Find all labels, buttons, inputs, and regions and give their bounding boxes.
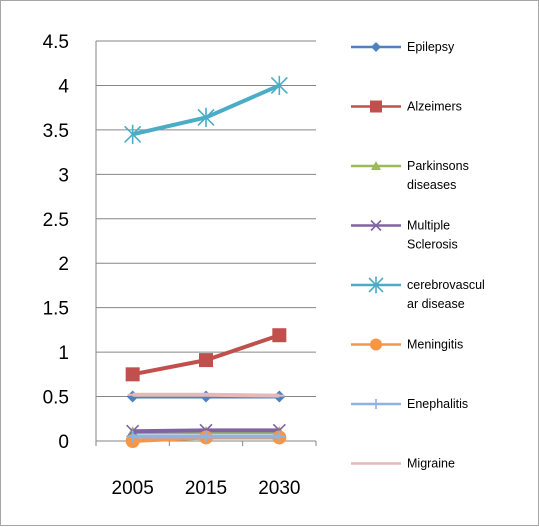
y-axis: 0 0.5 1 1.5 2 2.5 3 3.5 4 4.5 [43, 32, 97, 453]
marker-x [370, 219, 382, 232]
y-tick-label: 4 [58, 76, 69, 97]
marker-circle [370, 338, 382, 351]
marker-plus [371, 399, 381, 409]
y-tick-label: 2.5 [43, 210, 69, 231]
series-migraine [127, 392, 285, 398]
legend-label: Epilepsy [407, 40, 455, 54]
legend-item: Enephalitis [351, 397, 468, 411]
legend-label: Sclerosis [407, 238, 458, 252]
legend-item: Parkinsons diseases [351, 159, 469, 192]
x-tick-label: 2005 [112, 478, 154, 499]
legend-label: Multiple [407, 219, 450, 233]
series-alzeimers [125, 328, 287, 382]
marker-square [272, 328, 287, 343]
marker-star [124, 124, 142, 144]
marker-triangle [371, 161, 381, 170]
legend-item: Multiple Sclerosis [351, 219, 458, 252]
legend-label: Alzeimers [407, 100, 462, 114]
y-tick-label: 0 [58, 432, 69, 453]
marker-x-stroke [370, 219, 382, 232]
legend-label: Migraine [407, 457, 455, 471]
gridlines [96, 40, 316, 398]
marker-plus [126, 430, 139, 443]
legend-item: Epilepsy [351, 40, 455, 54]
legend-item: Migraine [351, 457, 455, 471]
legend-label: Enephalitis [407, 397, 468, 411]
legend-label: Meningitis [407, 338, 463, 352]
marker-square [370, 100, 382, 113]
legend-label: cerebrovascul [407, 278, 485, 292]
marker-star [368, 276, 384, 294]
x-tick-label: 2015 [185, 478, 227, 499]
marker-star [197, 107, 215, 128]
legend-label: Parkinsons [407, 159, 469, 173]
marker-square [199, 353, 213, 368]
plot-series [124, 75, 288, 448]
y-tick-label: 1.5 [43, 299, 69, 320]
marker-star [270, 75, 288, 96]
marker-diamond [371, 42, 381, 52]
y-tick-label: 0.5 [43, 388, 69, 409]
y-tick-label: 3.5 [43, 121, 69, 142]
marker-plus [200, 430, 212, 443]
x-axis: 2005 2015 2030 [95, 440, 317, 499]
legend-label: diseases [407, 178, 456, 192]
series-enephalitis [126, 430, 286, 443]
y-tick-label: 4.5 [43, 32, 69, 53]
y-tick-label: 3 [58, 165, 69, 186]
legend-item: Alzeimers [351, 100, 462, 114]
x-tick-label: 2030 [258, 478, 300, 499]
marker-square [125, 367, 140, 382]
y-tick-label: 1 [58, 343, 69, 364]
y-tick-label: 2 [58, 254, 69, 275]
legend-item: cerebrovascul ar disease [351, 276, 485, 311]
series-cerebrovascular-disease [124, 75, 288, 144]
legend-item: Meningitis [351, 338, 463, 352]
legend: Epilepsy Alzeimers Parkinsons diseases Multi… [351, 40, 485, 471]
legend-label: ar disease [407, 297, 465, 311]
marker-plus [273, 430, 286, 443]
